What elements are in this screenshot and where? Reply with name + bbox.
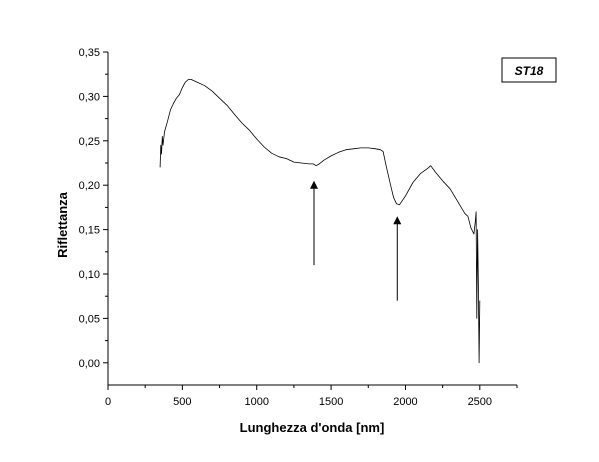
x-tick-label: 2500 (468, 396, 492, 408)
absorption-arrow-head (309, 180, 318, 189)
axes: 0,00 0,05 0,10 0,15 0,20 0,25 0,30 0,35 0 500 1000… (79, 47, 518, 408)
plot-area (159, 79, 481, 364)
y-tick-label: 0,35 (79, 47, 100, 59)
x-tick-label: 2000 (393, 396, 417, 408)
sample-label: ST18 (515, 64, 544, 78)
absorption-arrow-head (393, 216, 402, 225)
x-tick-label: 0 (105, 396, 111, 408)
sample-label-box (501, 57, 557, 83)
series-line-reflectance (159, 79, 481, 364)
y-tick-label: 0,25 (79, 136, 100, 148)
y-tick-label: 0,30 (79, 91, 100, 103)
y-tick-label: 0,15 (79, 225, 100, 237)
y-tick-label: 0,00 (79, 358, 100, 370)
y-axis-title: Riflettanza (55, 191, 70, 258)
x-tick-label: 1000 (244, 396, 268, 408)
y-tick-label: 0,10 (79, 269, 100, 281)
x-tick-label: 500 (173, 396, 191, 408)
x-axis-title: Lunghezza d'onda [nm] (240, 420, 385, 435)
x-tick-label: 1500 (319, 396, 343, 408)
y-tick-label: 0,05 (79, 313, 100, 325)
y-tick-label: 0,20 (79, 180, 100, 192)
